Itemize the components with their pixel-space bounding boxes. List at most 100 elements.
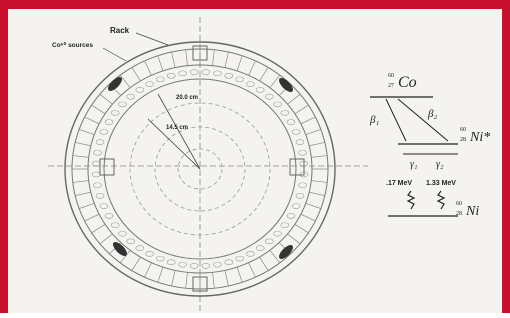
- sample-holder: [256, 246, 264, 251]
- sample-holder: [146, 82, 154, 87]
- rack-divider: [132, 257, 141, 271]
- sample-holder: [93, 150, 101, 155]
- rack-divider: [306, 129, 321, 134]
- sample-holder: [190, 263, 198, 268]
- label: 14.5 cm: [166, 125, 188, 131]
- arrow: [398, 99, 448, 141]
- gamma-arrow: [408, 191, 414, 209]
- rack-divider: [73, 156, 89, 158]
- sample-holder: [265, 94, 273, 99]
- sample-holder: [213, 71, 221, 76]
- rack-divider: [311, 181, 327, 183]
- sample-holder: [256, 87, 264, 92]
- beta-label: β₂: [427, 108, 437, 120]
- rack-divider: [249, 263, 256, 277]
- rack-divider: [301, 117, 315, 124]
- beta-label: β₁: [369, 114, 379, 126]
- sample-holder: [146, 251, 154, 256]
- sample-holder: [225, 73, 233, 78]
- sample-holder: [292, 204, 300, 209]
- rack-divider: [260, 257, 269, 271]
- sample-holder: [93, 183, 101, 188]
- sample-holder: [92, 172, 100, 177]
- atomic-number: 27: [388, 83, 394, 89]
- source: [277, 76, 295, 94]
- sample-holder: [213, 262, 221, 267]
- sample-holder: [296, 193, 304, 198]
- rack-divider: [79, 203, 94, 208]
- rack-divider: [186, 272, 188, 288]
- label: Rack: [110, 26, 130, 35]
- sample-holder: [274, 231, 282, 236]
- rack-divider: [120, 75, 130, 88]
- sample-holder: [287, 120, 295, 125]
- rack-divider: [309, 142, 325, 146]
- sample-holder: [100, 204, 108, 209]
- sample-holder: [96, 140, 104, 145]
- rack-divider: [260, 67, 269, 81]
- decay-scheme: 60 27 Co β₁ β₂ 60 28 Ni* γ₁ γ₂ .17 MeV 1…: [369, 73, 490, 219]
- label: Co⁶⁰ sources: [52, 41, 93, 49]
- sample-holder: [100, 129, 108, 134]
- rack-divider: [158, 56, 163, 71]
- sample-holder: [281, 223, 289, 228]
- rack-divider: [270, 75, 280, 88]
- rack-divider: [288, 234, 301, 244]
- rack-divider: [172, 270, 176, 286]
- sample-holder: [202, 263, 210, 268]
- rack-divider: [213, 272, 215, 288]
- rack-divider: [144, 61, 151, 75]
- radius-line: [158, 94, 200, 169]
- sample-holder: [179, 71, 187, 76]
- sample-holder: [292, 129, 300, 134]
- sample-holder: [167, 73, 175, 78]
- sample-holder: [281, 110, 289, 115]
- rack-divider: [132, 67, 141, 81]
- sample-holder: [156, 77, 164, 82]
- gamma-label: γ₂: [436, 159, 444, 170]
- atomic-number: 28: [460, 137, 466, 143]
- source: [106, 75, 124, 93]
- mass-number: 60: [388, 73, 394, 79]
- sample-holder: [236, 77, 244, 82]
- sample-holder: [127, 94, 135, 99]
- sample-holder: [179, 262, 187, 267]
- sample-holder: [92, 161, 100, 166]
- rack-divider: [295, 105, 309, 114]
- diagram: Rack Co⁶⁰ sources 20.0 cm 14.5 cm 60 27 …: [8, 9, 502, 313]
- sample-holder: [202, 70, 210, 75]
- mass-number: 60: [456, 201, 462, 207]
- nuclide: Co: [398, 74, 417, 91]
- rack-divider: [144, 263, 151, 277]
- rack-divider: [75, 192, 91, 196]
- sample-holder: [246, 251, 254, 256]
- leader-line: [136, 33, 168, 45]
- sample-holder: [265, 239, 273, 244]
- sample-holder: [156, 256, 164, 261]
- sample-holder: [118, 102, 126, 107]
- arrow: [386, 99, 406, 141]
- sample-holder: [299, 183, 307, 188]
- rack-divider: [288, 94, 301, 104]
- nuclide: Ni: [465, 204, 479, 219]
- rack-divider: [213, 50, 215, 66]
- label: 20.0 cm: [176, 95, 198, 101]
- sample-holder: [127, 239, 135, 244]
- rack-divider: [301, 214, 315, 221]
- sample-holder: [299, 150, 307, 155]
- rack-divider: [100, 94, 113, 104]
- rack-divider: [249, 61, 256, 75]
- frame: Rack Co⁶⁰ sources 20.0 cm 14.5 cm 60 27 …: [0, 0, 510, 313]
- rack-divider: [186, 50, 188, 66]
- gamma-label: γ₁: [410, 159, 417, 170]
- rack-divider: [295, 224, 309, 233]
- rack-divider: [225, 270, 229, 286]
- rack-divider: [100, 234, 113, 244]
- gamma-arrow: [438, 191, 444, 209]
- rack-divider: [172, 52, 176, 68]
- sample-holder: [118, 231, 126, 236]
- sample-holder: [105, 120, 113, 125]
- rack-divider: [270, 250, 280, 263]
- sample-holder: [136, 87, 144, 92]
- nuclide: Ni*: [469, 130, 490, 145]
